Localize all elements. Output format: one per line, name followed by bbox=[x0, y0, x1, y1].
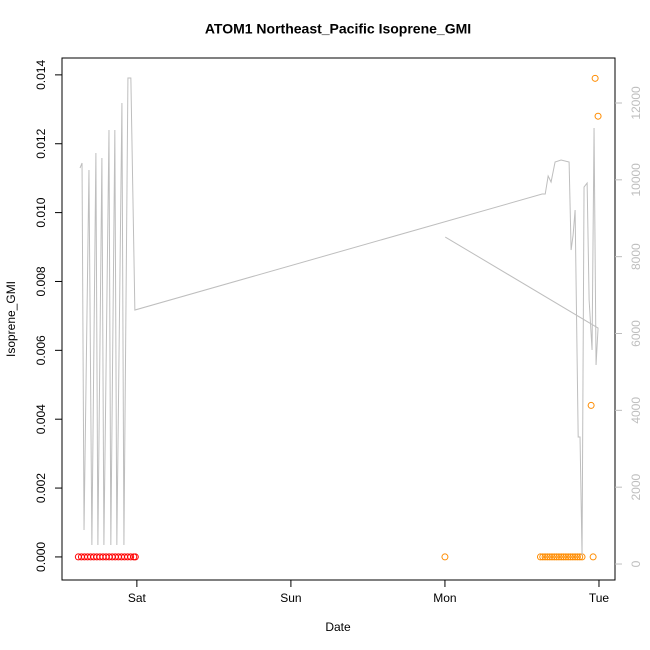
y-tick-label: 0.006 bbox=[34, 335, 48, 365]
x-axis-label: Date bbox=[325, 620, 351, 634]
y-tick-label: 0.002 bbox=[34, 473, 48, 503]
y-axis-label: Isoprene_GMI bbox=[4, 281, 18, 357]
y-tick-label: 0.014 bbox=[34, 60, 48, 90]
point bbox=[560, 553, 568, 561]
point bbox=[553, 553, 561, 561]
point bbox=[555, 553, 563, 561]
point bbox=[591, 74, 599, 82]
y2-tick-label: 8000 bbox=[629, 243, 643, 270]
y-tick-label: 0.004 bbox=[34, 404, 48, 434]
y2-tick-label: 6000 bbox=[629, 320, 643, 347]
point bbox=[541, 553, 549, 561]
point bbox=[557, 553, 565, 561]
point bbox=[131, 553, 139, 561]
point bbox=[562, 553, 570, 561]
y2-tick-label: 10000 bbox=[629, 163, 643, 197]
y2-tick-label: 0 bbox=[629, 560, 643, 567]
point bbox=[543, 553, 551, 561]
x-tick-label: Mon bbox=[433, 591, 456, 605]
point bbox=[566, 553, 574, 561]
point bbox=[573, 553, 581, 561]
point bbox=[548, 553, 556, 561]
x-tick-label: Sat bbox=[128, 591, 147, 605]
point bbox=[589, 553, 597, 561]
line bbox=[79, 77, 599, 556]
point bbox=[536, 553, 544, 561]
point bbox=[564, 553, 572, 561]
point bbox=[539, 553, 547, 561]
point bbox=[550, 553, 558, 561]
y-tick-label: 0.000 bbox=[34, 542, 48, 572]
plot-box bbox=[61, 57, 616, 581]
y2-tick-label: 2000 bbox=[629, 474, 643, 501]
x-tick-label: Tue bbox=[589, 591, 610, 605]
x-tick-label: Sun bbox=[280, 591, 301, 605]
point bbox=[569, 553, 577, 561]
point bbox=[127, 553, 135, 561]
point bbox=[587, 401, 595, 409]
point bbox=[546, 553, 554, 561]
point bbox=[441, 553, 449, 561]
y2-tick-label: 12000 bbox=[629, 86, 643, 120]
y2-tick-label: 4000 bbox=[629, 397, 643, 424]
chart-title: ATOM1 Northeast_Pacific Isoprene_GMI bbox=[205, 21, 471, 37]
y-tick-label: 0.010 bbox=[34, 197, 48, 227]
point bbox=[594, 112, 602, 120]
point bbox=[576, 553, 584, 561]
y-tick-label: 0.008 bbox=[34, 266, 48, 296]
y-tick-label: 0.012 bbox=[34, 128, 48, 158]
point bbox=[571, 553, 579, 561]
